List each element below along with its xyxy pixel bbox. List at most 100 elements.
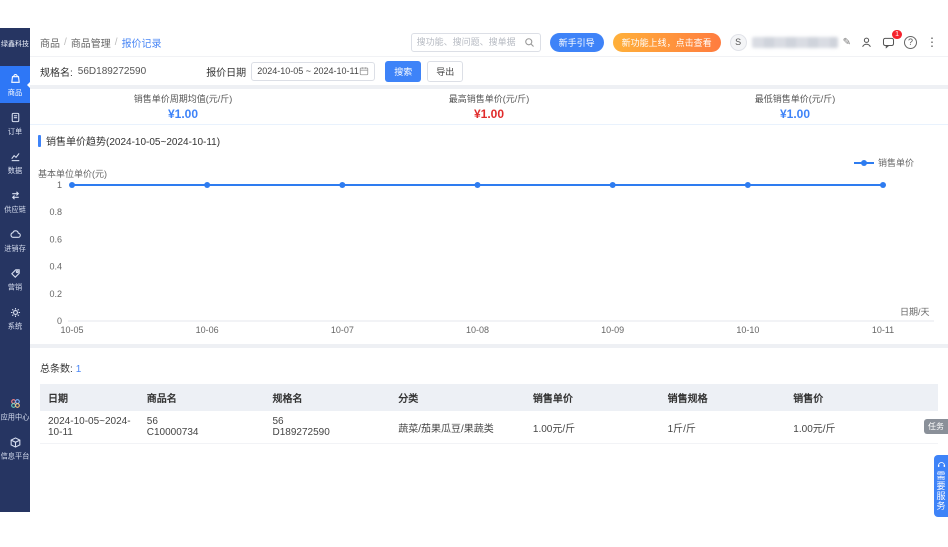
svg-text:1: 1 bbox=[57, 180, 62, 190]
chart-title: 销售单价趋势(2024-10-05~2024-10-11) bbox=[38, 133, 940, 148]
sidebar-item-进销存[interactable]: 进销存 bbox=[0, 222, 30, 259]
total-count-label: 总条数: bbox=[40, 364, 73, 375]
sidebar-main-menu: 商品订单数据供应链进销存营销系统 bbox=[0, 66, 30, 339]
apps-icon bbox=[10, 399, 20, 408]
sidebar-item-订单[interactable]: 订单 bbox=[0, 105, 30, 142]
chart-legend[interactable]: 销售单价 bbox=[38, 156, 914, 169]
breadcrumb-item[interactable]: 商品 bbox=[40, 38, 60, 50]
service-button[interactable]: 需要服务 bbox=[934, 455, 948, 517]
task-tab[interactable]: 任务 bbox=[924, 419, 948, 434]
messages-icon[interactable]: 1 bbox=[882, 29, 902, 49]
table-header-cell: 销售单价 bbox=[532, 394, 573, 405]
table-header-cell: 商品名 bbox=[146, 394, 177, 405]
platform-icon bbox=[10, 437, 20, 448]
calendar-icon bbox=[360, 67, 369, 76]
breadcrumb-item[interactable]: 商品管理 bbox=[70, 38, 111, 50]
stat-value: ¥1.00 bbox=[473, 107, 505, 121]
table-cell: 2024-10-05~2024-10-11 bbox=[40, 411, 139, 444]
filter-bar: 规格名: 56D189272590 报价日期 2024-10-05 ~ 2024… bbox=[30, 57, 948, 85]
stat-label: 销售单价周期均值(元/斤) bbox=[133, 94, 233, 104]
spec-name-value: 56D189272590 bbox=[77, 65, 147, 77]
table-cell: 1.00元/斤 bbox=[785, 411, 938, 444]
stat-label: 最高销售单价(元/斤) bbox=[448, 94, 530, 104]
topbar-right: 新手引导 新功能上线，点击查看 S ✎ 1 ? ⋮ bbox=[410, 29, 938, 52]
chart-section: 销售单价趋势(2024-10-05~2024-10-11) 销售单价 基本单位单… bbox=[30, 125, 948, 344]
export-button[interactable]: 导出 bbox=[427, 60, 464, 82]
main-area: 商品/商品管理/报价记录 新手引导 新功能上线，点击查看 S ✎ bbox=[30, 28, 948, 512]
date-range-input[interactable]: 2024-10-05 ~ 2024-10-11 bbox=[251, 61, 376, 81]
svg-text:10-06: 10-06 bbox=[196, 325, 219, 335]
svg-text:日期/天: 日期/天 bbox=[900, 307, 930, 317]
svg-text:10-11: 10-11 bbox=[872, 325, 894, 335]
table-header-cell: 分类 bbox=[398, 394, 419, 405]
table-cell: 1.00元/斤 bbox=[524, 411, 660, 444]
user-name-redacted bbox=[751, 36, 838, 48]
total-count: 总条数: 1 bbox=[40, 360, 938, 375]
stat-card: 最低销售单价(元/斤) ¥1.00 bbox=[642, 89, 948, 124]
table-header-row: 日期 商品名 规格名 分类 销售单价 销售规格 销售价 bbox=[40, 384, 938, 411]
stat-label: 最低销售单价(元/斤) bbox=[754, 94, 836, 104]
quotes-table: 日期 商品名 规格名 分类 销售单价 销售规格 销售价 2024-10-05~2024-10… bbox=[40, 384, 938, 444]
svg-text:0.8: 0.8 bbox=[49, 207, 62, 217]
stat-value: ¥1.00 bbox=[167, 107, 199, 121]
system-icon bbox=[10, 307, 20, 318]
help-icon[interactable]: ? bbox=[904, 35, 917, 49]
sidebar-item-数据[interactable]: 数据 bbox=[0, 144, 30, 181]
spec-name-label: 规格名: bbox=[40, 67, 73, 79]
sidebar-item-信息平台[interactable]: 信息平台 bbox=[0, 430, 30, 467]
table-header-cell: 日期 bbox=[48, 394, 68, 405]
stat-value: ¥1.00 bbox=[779, 107, 811, 121]
user-account[interactable]: S ✎ bbox=[729, 33, 851, 51]
table-header-cell: 销售规格 bbox=[667, 394, 708, 405]
stat-card: 最高销售单价(元/斤) ¥1.00 bbox=[336, 89, 642, 124]
avatar[interactable]: S bbox=[729, 33, 747, 51]
table-body: 2024-10-05~2024-10-11 56 C10000734 56 D189… bbox=[40, 411, 938, 444]
sidebar-item-label: 供应链 bbox=[4, 205, 26, 214]
table-header-cell: 销售价 bbox=[793, 394, 824, 405]
service-button-label: 需要服务 bbox=[935, 471, 946, 511]
sidebar-item-应用中心[interactable]: 应用中心 bbox=[0, 391, 30, 428]
sidebar-item-营销[interactable]: 营销 bbox=[0, 261, 30, 298]
sidebar-item-label: 数据 bbox=[7, 166, 23, 175]
order-icon bbox=[11, 112, 19, 123]
sidebar: 绿鑫科技 商品 订单 数据 供应链 进销存 营销 系统 应用中心 信息平台 bbox=[0, 28, 30, 512]
breadcrumb-separator: / bbox=[64, 36, 67, 48]
sidebar-item-label: 进销存 bbox=[4, 244, 26, 253]
svg-text:10-10: 10-10 bbox=[736, 325, 759, 335]
table-cell: 56 C10000734 bbox=[138, 411, 265, 444]
stats-row: 销售单价周期均值(元/斤) ¥1.00 最高销售单价(元/斤) ¥1.00 最低销售单价… bbox=[30, 89, 948, 125]
new-feature-promo-button[interactable]: 新功能上线，点击查看 bbox=[612, 32, 721, 52]
svg-text:10-09: 10-09 bbox=[601, 325, 624, 335]
more-menu-icon[interactable]: ⋮ bbox=[926, 35, 938, 49]
breadcrumb: 商品 / 商品管理 / 报价记录 bbox=[40, 35, 162, 50]
headset-icon bbox=[937, 462, 945, 467]
sidebar-item-label: 营销 bbox=[7, 283, 23, 292]
data-icon bbox=[10, 153, 20, 162]
sidebar-item-商品[interactable]: 商品 bbox=[0, 66, 30, 103]
date-range-value: 2024-10-05 ~ 2024-10-11 bbox=[257, 66, 359, 76]
sidebar-item-label: 订单 bbox=[7, 127, 23, 136]
table-cell: 1斤/斤 bbox=[659, 411, 786, 444]
app-window: 绿鑫科技 商品 订单 数据 供应链 进销存 营销 系统 应用中心 信息平台 商品 / 商品管理 / 报… bbox=[0, 28, 948, 517]
sidebar-bottom-menu: 应用中心 信息平台 bbox=[0, 391, 30, 469]
support-icon[interactable] bbox=[860, 36, 873, 49]
table-row: 2024-10-05~2024-10-11 56 C10000734 56 D189… bbox=[40, 411, 938, 444]
svg-text:0.2: 0.2 bbox=[49, 289, 62, 299]
sidebar-item-系统[interactable]: 系统 bbox=[0, 300, 30, 337]
breadcrumb-separator: / bbox=[114, 36, 118, 48]
search-button[interactable]: 搜索 bbox=[385, 60, 422, 82]
sidebar-item-供应链[interactable]: 供应链 bbox=[0, 183, 30, 220]
title-accent-bar bbox=[38, 134, 41, 147]
supply-icon bbox=[11, 191, 19, 200]
edit-profile-icon[interactable]: ✎ bbox=[842, 36, 851, 48]
svg-text:基本单位单价(元): 基本单位单价(元) bbox=[38, 169, 107, 179]
sidebar-item-label: 信息平台 bbox=[0, 452, 30, 461]
newbie-guide-button[interactable]: 新手引导 bbox=[549, 32, 604, 52]
breadcrumb-item[interactable]: 报价记录 bbox=[121, 38, 162, 50]
section-divider bbox=[30, 85, 948, 89]
svg-text:10-05: 10-05 bbox=[60, 325, 83, 335]
global-search-input[interactable] bbox=[416, 37, 521, 47]
global-search-box[interactable] bbox=[410, 32, 541, 52]
top-bar: 商品/商品管理/报价记录 新手引导 新功能上线，点击查看 S ✎ bbox=[30, 28, 948, 57]
marketing-icon bbox=[10, 269, 20, 278]
